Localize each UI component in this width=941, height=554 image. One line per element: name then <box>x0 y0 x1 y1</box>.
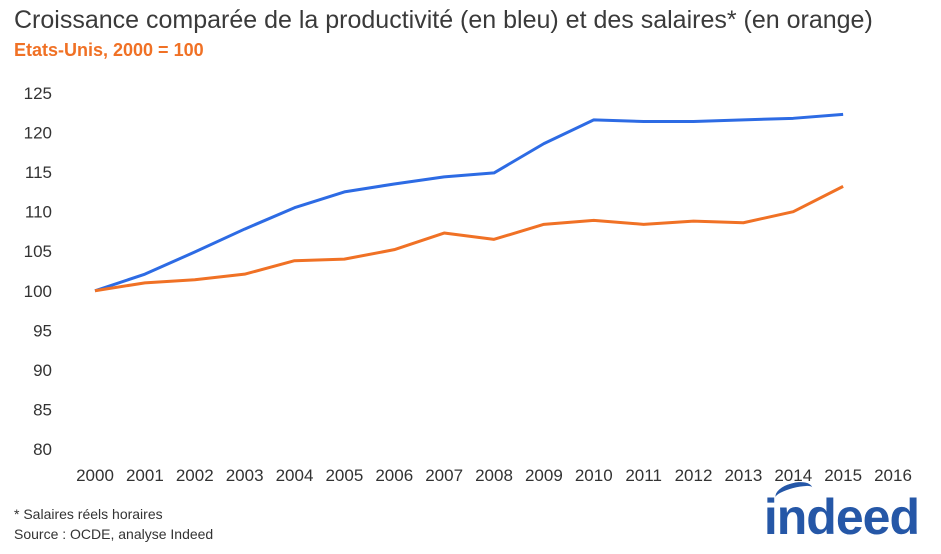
x-tick-label: 2006 <box>375 466 413 485</box>
x-tick-label: 2015 <box>824 466 862 485</box>
y-tick-label: 80 <box>33 440 52 459</box>
y-tick-label: 85 <box>33 400 52 419</box>
chart-subtitle: Etats-Unis, 2000 = 100 <box>14 40 204 60</box>
x-tick-label: 2012 <box>675 466 713 485</box>
x-tick-label: 2011 <box>625 466 662 485</box>
x-tick-label: 2008 <box>475 466 513 485</box>
x-tick-label: 2005 <box>325 466 363 485</box>
x-tick-label: 2009 <box>525 466 563 485</box>
x-tick-label: 2007 <box>425 466 463 485</box>
x-tick-label: 2001 <box>126 466 164 485</box>
source-note: Source : OCDE, analyse Indeed <box>14 526 214 542</box>
x-tick-label: 2016 <box>874 466 912 485</box>
y-tick-label: 110 <box>25 203 52 222</box>
y-tick-label: 115 <box>25 163 52 182</box>
y-tick-label: 120 <box>24 124 52 143</box>
x-tick-label: 2010 <box>575 466 613 485</box>
y-tick-label: 125 <box>24 84 52 103</box>
x-tick-label: 2000 <box>76 466 114 485</box>
y-tick-label: 95 <box>33 321 52 340</box>
x-tick-label: 2013 <box>724 466 762 485</box>
x-tick-label: 2014 <box>774 466 812 485</box>
productivity-line <box>94 112 844 293</box>
x-tick-label: 2004 <box>276 466 314 485</box>
x-tick-label: 2002 <box>176 466 214 485</box>
wages-line <box>94 185 844 293</box>
chart-title: Croissance comparée de la productivité (… <box>14 6 873 34</box>
y-tick-label: 90 <box>33 361 52 380</box>
footnote: * Salaires réels horaires <box>14 506 163 522</box>
y-tick-label: 105 <box>24 242 52 261</box>
y-tick-label: 100 <box>24 282 52 301</box>
indeed-logo: indeed <box>763 489 920 545</box>
x-tick-label: 2003 <box>226 466 264 485</box>
